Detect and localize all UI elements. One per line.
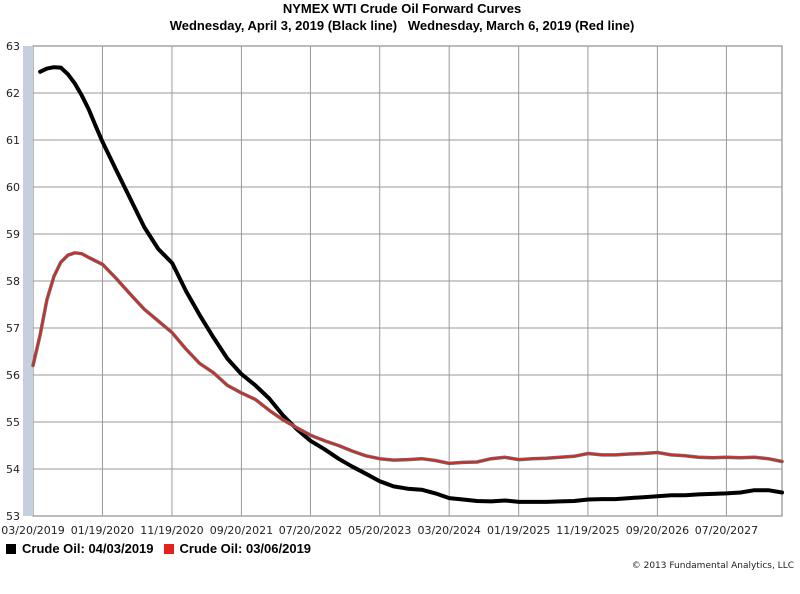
y-tick-label: 56 — [6, 369, 20, 382]
x-tick-label: 11/19/2020 — [140, 524, 203, 537]
y-tick-label: 53 — [6, 510, 20, 523]
series-line-red — [32, 252, 783, 465]
chart-title: NYMEX WTI Crude Oil Forward Curves — [283, 1, 521, 16]
chart-subtitle: Wednesday, April 3, 2019 (Black line) We… — [170, 18, 635, 33]
x-tick-label: 05/20/2023 — [348, 524, 411, 537]
x-tick-labels: 03/20/2019 01/19/2020 11/19/2020 09/20/2021… — [1, 524, 758, 537]
legend-swatch-black — [6, 543, 16, 554]
x-tick-label: 03/20/2019 — [1, 524, 64, 537]
legend: Crude Oil: 04/03/2019 Crude Oil: 03/06/2… — [6, 541, 311, 556]
x-tick-label: 01/19/2020 — [71, 524, 134, 537]
legend-swatch-red — [163, 543, 174, 554]
chart-svg: NYMEX WTI Crude Oil Forward Curves Wedne… — [1, 1, 784, 537]
x-tick-label: 11/19/2025 — [556, 524, 619, 537]
legend-label-red: Crude Oil: 03/06/2019 — [179, 541, 312, 556]
x-tick-label: 07/20/2022 — [279, 524, 342, 537]
series-lines — [31, 65, 784, 504]
grid-lines — [33, 46, 782, 516]
copyright-text: © 2013 Fundamental Analytics, LLC — [631, 561, 794, 571]
y-tick-label: 63 — [6, 40, 20, 53]
x-tick-label: 09/20/2026 — [626, 524, 689, 537]
y-tick-label: 57 — [6, 322, 20, 335]
x-tick-label: 01/19/2025 — [487, 524, 550, 537]
y-tick-label: 59 — [6, 228, 20, 241]
legend-item-red: Crude Oil: 03/06/2019 — [163, 541, 312, 556]
y-tick-label: 60 — [6, 181, 20, 194]
legend-item-black: Crude Oil: 04/03/2019 — [6, 541, 154, 556]
y-tick-label: 54 — [6, 463, 20, 476]
legend-label-black: Crude Oil: 04/03/2019 — [22, 541, 154, 556]
y-axis-bar — [23, 46, 33, 516]
y-tick-label: 61 — [6, 134, 20, 147]
x-tick-label: 09/20/2021 — [210, 524, 273, 537]
y-tick-label: 62 — [6, 87, 20, 100]
y-tick-labels: 53 54 55 56 57 58 59 60 61 62 63 — [6, 40, 20, 523]
x-tick-label: 03/20/2024 — [417, 524, 480, 537]
x-tick-label: 07/20/2027 — [695, 524, 758, 537]
y-tick-label: 58 — [6, 275, 20, 288]
series-line-black — [38, 65, 784, 504]
y-tick-label: 55 — [6, 416, 20, 429]
